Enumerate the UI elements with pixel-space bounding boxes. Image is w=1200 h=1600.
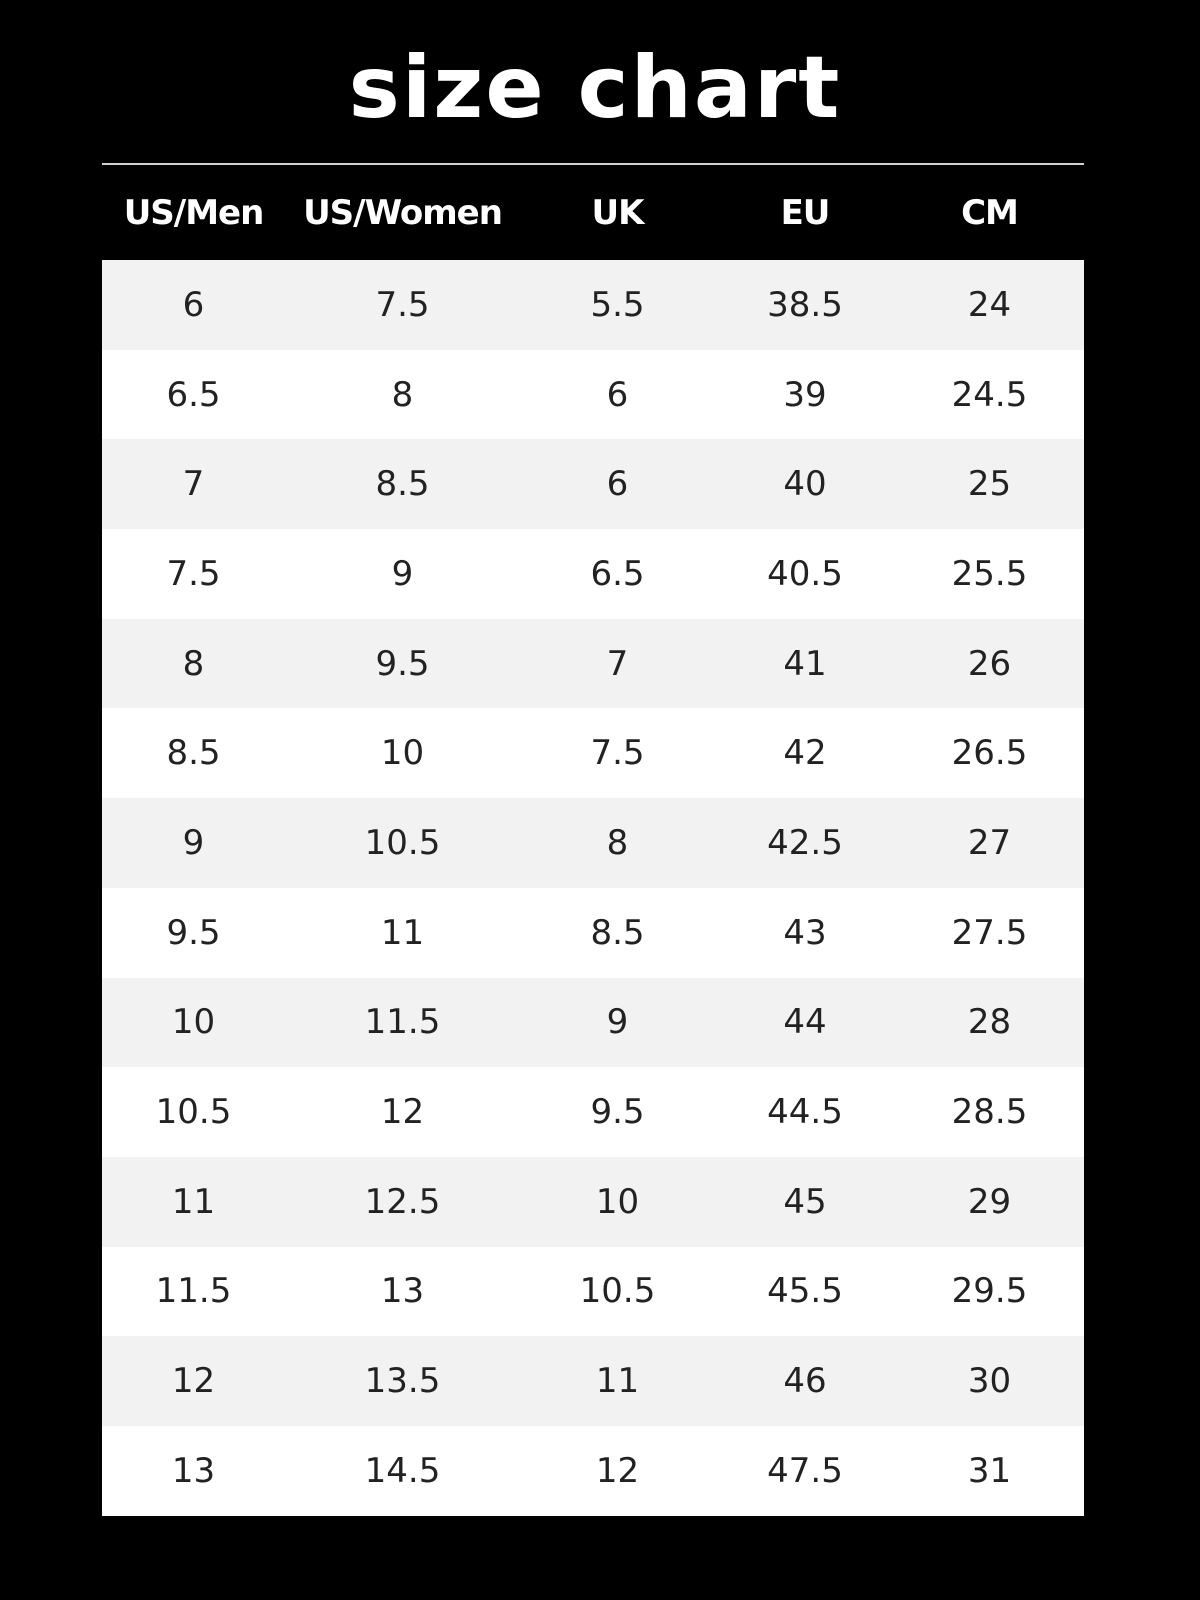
table-cell: 7.5 [285, 260, 520, 350]
table-row: 6.5 8 6 39 24.5 [102, 349, 1084, 440]
table-cell: 42.5 [715, 798, 895, 888]
table-row: 7 8.5 6 40 25 [102, 439, 1084, 530]
table-cell: 7.5 [520, 708, 715, 799]
table-cell: 7 [102, 439, 285, 530]
table-cell: 26.5 [895, 708, 1084, 799]
table-cell: 25.5 [895, 529, 1084, 619]
table-row: 6 7.5 5.5 38.5 24 [102, 260, 1084, 350]
table-row: 8.5 10 7.5 42 26.5 [102, 708, 1084, 799]
table-cell: 39 [715, 349, 895, 440]
table-row: 13 14.5 12 47.5 31 [102, 1425, 1084, 1516]
table-cell: 26 [895, 618, 1084, 709]
table-cell: 6 [102, 260, 285, 350]
table-cell: 6.5 [102, 349, 285, 440]
table-cell: 10.5 [102, 1067, 285, 1157]
table-cell: 10 [520, 1156, 715, 1247]
table-cell: 40 [715, 439, 895, 530]
table-cell: 30 [895, 1336, 1084, 1426]
table-cell: 11 [520, 1336, 715, 1426]
table-cell: 11 [285, 887, 520, 978]
table-cell: 29 [895, 1156, 1084, 1247]
table-cell: 9 [102, 798, 285, 888]
table-cell: 24.5 [895, 349, 1084, 440]
table-cell: 7 [520, 618, 715, 709]
table-cell: 8.5 [102, 708, 285, 799]
table-cell: 13 [285, 1246, 520, 1337]
table-cell: 43 [715, 887, 895, 978]
table-cell: 12 [102, 1336, 285, 1426]
table-cell: 11 [102, 1156, 285, 1247]
table-row: 9 10.5 8 42.5 27 [102, 798, 1084, 888]
table-cell: 46 [715, 1336, 895, 1426]
table-cell: 13.5 [285, 1336, 520, 1426]
table-cell: 44.5 [715, 1067, 895, 1157]
size-table: US/Men US/Women UK EU CM 6 7.5 5.5 38.5 24 6.5 8 6 3… [102, 163, 1084, 1516]
table-row: 10.5 12 9.5 44.5 28.5 [102, 1067, 1084, 1157]
table-cell: 8 [102, 618, 285, 709]
table-row: 7.5 9 6.5 40.5 25.5 [102, 529, 1084, 619]
table-cell: 42 [715, 708, 895, 799]
table-cell: 44 [715, 977, 895, 1068]
column-header: UK [520, 163, 715, 260]
table-cell: 6 [520, 439, 715, 530]
table-cell: 45 [715, 1156, 895, 1247]
table-cell: 9 [285, 529, 520, 619]
column-header: US/Men [102, 163, 285, 260]
column-header: US/Women [285, 163, 520, 260]
table-cell: 7.5 [102, 529, 285, 619]
table-cell: 10.5 [285, 798, 520, 888]
table-cell: 14.5 [285, 1425, 520, 1516]
table-cell: 29.5 [895, 1246, 1084, 1337]
table-header-row: US/Men US/Women UK EU CM [102, 163, 1084, 260]
table-row: 11 12.5 10 45 29 [102, 1156, 1084, 1247]
table-cell: 27.5 [895, 887, 1084, 978]
table-cell: 8.5 [520, 887, 715, 978]
table-cell: 8 [520, 798, 715, 888]
table-cell: 12 [520, 1425, 715, 1516]
table-cell: 47.5 [715, 1425, 895, 1516]
table-row: 11.5 13 10.5 45.5 29.5 [102, 1246, 1084, 1337]
table-cell: 28.5 [895, 1067, 1084, 1157]
table-cell: 8 [285, 349, 520, 440]
table-row: 8 9.5 7 41 26 [102, 618, 1084, 709]
table-cell: 38.5 [715, 260, 895, 350]
table-cell: 12.5 [285, 1156, 520, 1247]
table-row: 12 13.5 11 46 30 [102, 1336, 1084, 1426]
table-cell: 9 [520, 977, 715, 1068]
table-cell: 25 [895, 439, 1084, 530]
table-cell: 27 [895, 798, 1084, 888]
table-cell: 13 [102, 1425, 285, 1516]
table-cell: 40.5 [715, 529, 895, 619]
table-cell: 6 [520, 349, 715, 440]
table-cell: 9.5 [102, 887, 285, 978]
table-row: 10 11.5 9 44 28 [102, 977, 1084, 1068]
table-cell: 12 [285, 1067, 520, 1157]
table-cell: 28 [895, 977, 1084, 1068]
column-header: EU [715, 163, 895, 260]
table-cell: 6.5 [520, 529, 715, 619]
table-cell: 31 [895, 1425, 1084, 1516]
table-cell: 9.5 [520, 1067, 715, 1157]
table-cell: 8.5 [285, 439, 520, 530]
table-cell: 24 [895, 260, 1084, 350]
table-cell: 9.5 [285, 618, 520, 709]
column-header: CM [895, 163, 1084, 260]
page-title: size chart [348, 38, 842, 138]
table-cell: 10 [285, 708, 520, 799]
table-cell: 10 [102, 977, 285, 1068]
table-cell: 45.5 [715, 1246, 895, 1337]
table-row: 9.5 11 8.5 43 27.5 [102, 887, 1084, 978]
table-cell: 41 [715, 618, 895, 709]
table-cell: 11.5 [285, 977, 520, 1068]
table-cell: 10.5 [520, 1246, 715, 1337]
table-cell: 5.5 [520, 260, 715, 350]
table-cell: 11.5 [102, 1246, 285, 1337]
